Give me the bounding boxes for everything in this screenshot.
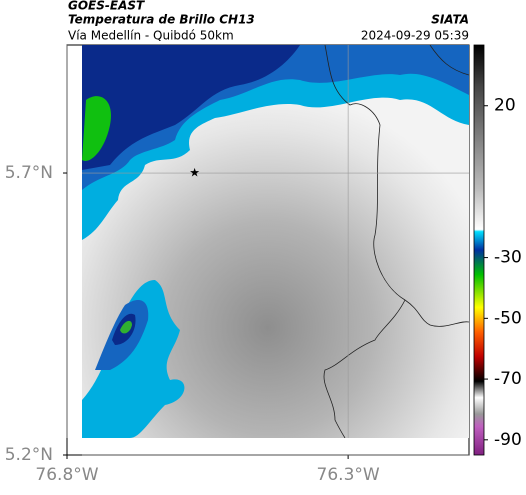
subtitle: Temperatura de Brillo CH13 — [68, 13, 255, 27]
location: Vía Medellín - Quibdó 50km — [68, 29, 234, 43]
colorbar-tick-label: -70 — [494, 369, 522, 389]
satellite-image — [82, 45, 469, 438]
timestamp: 2024-09-29 05:39 — [361, 29, 469, 43]
title: GOES-EAST — [68, 0, 145, 13]
colorbar-tick-label: -30 — [494, 248, 522, 268]
colorbar-tick-label: -50 — [494, 308, 522, 328]
y-tick-label: 5.2°N — [5, 445, 53, 465]
colorbar-tick-label: 20 — [494, 96, 516, 116]
y-tick-label: 5.7°N — [5, 163, 53, 183]
colorbar-tick-label: -90 — [494, 430, 522, 450]
source: SIATA — [431, 13, 469, 27]
x-tick-label: 76.3°W — [317, 465, 380, 485]
location-marker: ★ — [189, 166, 200, 180]
colorbar — [473, 44, 485, 456]
x-tick-label: 76.8°W — [35, 465, 98, 485]
